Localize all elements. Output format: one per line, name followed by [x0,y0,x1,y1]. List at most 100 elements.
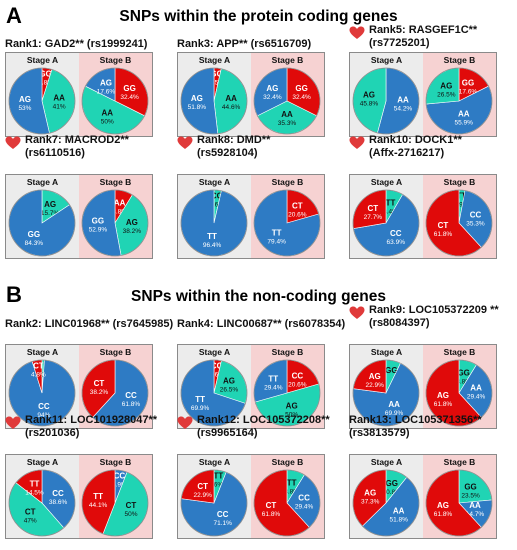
pie-label: GG 3.5% [209,69,224,86]
pie-label: GG 4.8% [38,70,53,87]
pie-chart-stage-b: TT 8.8%CC 29.4% CT 61.8% [253,469,321,537]
stage-b-panel: Stage B GG 8.8% AA 29.4% AG 61.8% [423,345,496,428]
stage-label: Stage A [370,457,403,467]
card-title: (rs9965164) [197,427,258,439]
pie-outline [425,189,493,257]
pie-label: CC 3.6% [209,361,224,378]
heart-icon [349,306,365,319]
card-title: Rank8: DMD** [197,134,271,146]
heart-icon [5,136,21,149]
pie-chart-stage-a: GG 3.5% AA 44.6% AG 51.8% [180,67,248,135]
pie-outline [425,67,493,135]
pie-label: AA 8.8% [112,198,127,215]
pie-chart-stage-b: AA 8.8% AG 38.2% GG 52.9% [81,189,149,257]
pie-chart-stage-b: CC 61.8% CT 38.2% [81,359,149,427]
stage-a-panel: Stage A GG 3.5% AA 44.6% AG 51.8% [178,53,251,136]
pie-label: AA 44.6% [222,94,241,111]
pie-chart-stage-a: GG AA 69.9%AG 22.9% [352,359,420,427]
pie-chart-stage-b: GG 32.4% AA 35.3% AG 32.4% [253,67,321,135]
pie-label: AG 53% [18,95,31,112]
stage-a-panel: Stage A GG 10.8% AA 51.8% AG 37.3% [350,455,423,538]
stage-a-panel: Stage A AG 15.7% GG 84.3% [6,175,79,258]
stage-label: Stage B [271,457,304,467]
pie-chart-stage-b: CC 5.9% CT 50% TT 44.1% [81,469,149,537]
stage-b-panel: Stage B TT 2.9% CC 35.3% CT 61.8% [423,175,496,258]
heart-icon [349,136,365,149]
stage-b-panel: Stage B CC 61.8% CT 38.2% [79,345,152,428]
pie-label: CT 47% [24,507,37,524]
genotype-card: Stage A TT 1.2% CC 94% CT 4.8% Stage B CC 61.8% CT… [5,344,153,429]
stage-b-panel: Stage B CT 20.6% TT 79.4% [251,175,324,258]
genotype-card: Stage A GG 10.8% AA 51.8% AG 37.3% Stage B GG 23.… [349,454,497,539]
card-title: Rank3: APP** (rs6516709) [177,38,312,50]
pie-chart-stage-a: TT 1.2% CC 94% CT 4.8% [8,359,76,427]
stage-b-panel: Stage B CC 5.9% CT 50% TT 44.1% [79,455,152,538]
pie-label: GG 23.5% [461,482,480,499]
pie-label: CC 5.9% [112,472,127,489]
pie-label: CC 20.6% [288,371,307,388]
pie-label: CC 3.6% [209,191,224,208]
stage-label: Stage A [198,55,231,65]
stage-a-panel: Stage A TT 6% CC 71.1% CT 22.9% [178,455,251,538]
stage-label: Stage B [99,55,132,65]
card-title: Rank9: LOC105372209 ** [369,304,499,316]
pie-outline [253,189,321,257]
pie-label: GG 32.4% [292,84,311,101]
pie-label: GG 32.4% [120,84,139,101]
stage-a-panel: Stage A TT 8.4% CC 63.9% CT 27.7% [350,175,423,258]
pie-label: CT 27.7% [364,204,383,221]
stage-a-panel: Stage A GG 4.8% AA 41% AG 53% [6,53,79,136]
pie-outline [180,469,248,537]
pie-label: AG 61.8% [434,501,453,518]
pie-label: GG [385,366,397,375]
stage-label: Stage B [443,55,476,65]
stage-label: Stage B [99,347,132,357]
card-title: (rs6110516) [25,147,85,159]
genotype-card: Stage A TT 6% CC 71.1% CT 22.9% Stage B TT 8.8% CC… [177,454,325,539]
stage-a-panel: Stage A GG AA 69.9% AG 22.9% [350,345,423,428]
heart-icon [5,416,21,429]
pie-label: CC 71.1% [213,510,232,527]
pie-label: AG 15.7% [41,200,60,217]
stage-label: Stage A [370,347,403,357]
card-title: Rank5: RASGEF1C** [369,24,478,36]
pie-chart-stage-b: GG 8.8%AA 29.4% AG 61.8% [425,359,493,427]
card-title: (rs5928104) [197,147,258,159]
pie-outline [253,469,321,537]
pie-label: GG 52.9% [89,217,108,234]
pie-label: TT 44.1% [89,492,108,509]
card-title: Rank1: GAD2** (rs1999241) [5,38,148,50]
pie-label: AA 29.4% [467,383,486,400]
pie-outline [8,67,76,135]
pie-chart-stage-b: GG 32.4% AA 50% AG 17.6% [81,67,149,135]
pie-label: AG 37.3% [361,488,380,505]
stage-b-panel: Stage B GG 17.6% AA 55.9% AG 26.5% [423,53,496,136]
pie-label: TT 8.4% [383,198,398,215]
pie-chart-stage-b: CT 20.6%TT 79.4% [253,189,321,257]
pie-label: AA 69.9% [385,400,404,417]
pie-outline [352,469,420,537]
pie-label: AA 55.9% [455,109,474,126]
pie-label: AA 50% [101,108,114,125]
pie-label: CT 61.8% [262,501,281,518]
pie-label: CT 50% [124,501,137,518]
stage-label: Stage B [443,457,476,467]
pie-label: AA 14.7% [466,501,485,518]
pie-label: AG 26.5% [220,377,239,394]
pie-chart-stage-a: AA 54.2% AG 45.8% [352,67,420,135]
pie-outline [425,359,493,427]
pie-label: AG 32.4% [263,84,282,101]
pie-label: AG 45.8% [360,91,379,108]
pie-label: GG 84.3% [25,230,44,247]
card-title: (rs8084397) [369,317,430,329]
pie-chart-stage-a: TT 6% CC 71.1%CT 22.9% [180,469,248,537]
stage-label: Stage A [26,457,59,467]
card-title: Rank7: MACROD2** [25,134,129,146]
pie-outline [352,67,420,135]
stage-label: Stage A [26,55,59,65]
pie-label: GG 10.8% [382,479,401,496]
card-title: Rank12: LOC105372208** [197,414,330,426]
pie-outline [352,359,420,427]
pie-chart-stage-a: AG 15.7% GG 84.3% [8,189,76,257]
pie-outline [425,469,493,537]
